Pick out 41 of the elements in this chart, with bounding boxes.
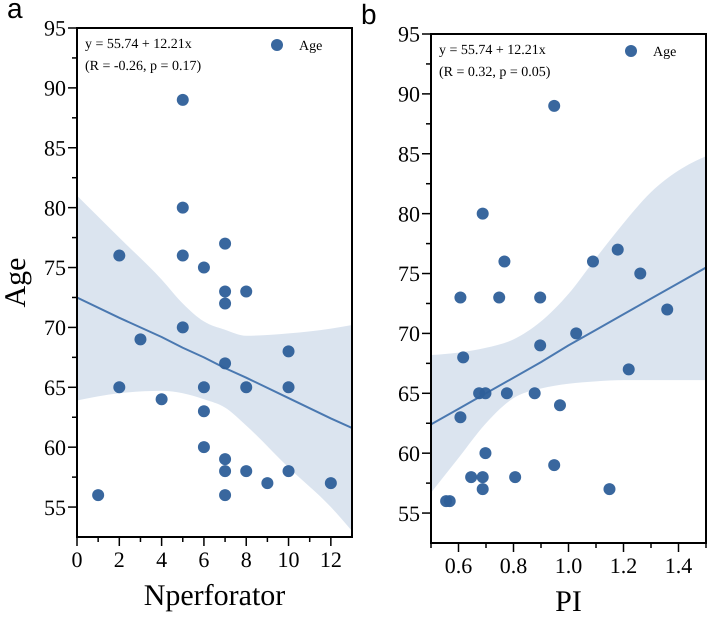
x-tick-label: 10 [278, 547, 300, 572]
x-tick-label: 8 [240, 547, 252, 572]
legend-label: Age [653, 45, 676, 60]
y-tick-label: 75 [398, 261, 420, 286]
chart-title: b [361, 0, 377, 30]
x-tick-label: 1.4 [664, 553, 692, 578]
x-tick-label: 12 [320, 547, 342, 572]
annotation: y = 55.74 + 12.21x [85, 37, 192, 52]
y-tick-label: 55 [44, 494, 66, 520]
y-tick-label: 70 [44, 315, 66, 340]
y-tick-label: 65 [44, 374, 66, 400]
annotation: (R = 0.32, p = 0.05) [439, 65, 551, 80]
y-axis-title: Age [0, 258, 32, 308]
y-tick-label: 55 [398, 500, 420, 526]
legend-label: Age [299, 39, 322, 54]
y-tick-label: 95 [44, 16, 66, 41]
y-tick-label: 60 [398, 440, 420, 466]
y-tick-label: 80 [398, 201, 420, 226]
x-tick-label: 0.8 [500, 553, 528, 578]
y-tick-label: 95 [398, 22, 420, 47]
y-tick-label: 90 [398, 82, 420, 107]
y-tick-label: 70 [398, 321, 420, 346]
y-tick-label: 85 [398, 141, 420, 166]
annotation: (R = -0.26, p = 0.17) [85, 59, 202, 74]
chart-title: a [7, 0, 23, 24]
y-tick-label: 90 [44, 76, 66, 101]
x-axis-title: Nperforator [144, 579, 286, 612]
x-tick-label: 2 [114, 547, 125, 572]
x-axis-title: PI [555, 585, 582, 617]
x-tick-label: 0.6 [444, 553, 472, 578]
y-tick-label: 65 [398, 380, 420, 406]
x-tick-label: 1.2 [610, 553, 638, 578]
x-tick-label: 0 [72, 547, 82, 572]
y-tick-label: 80 [44, 195, 66, 220]
annotation: y = 55.74 + 12.21x [439, 43, 546, 58]
y-tick-label: 60 [44, 434, 66, 460]
y-tick-label: 85 [44, 135, 66, 160]
x-tick-label: 6 [198, 547, 210, 572]
x-tick-label: 4 [156, 547, 168, 572]
x-tick-label: 1.0 [554, 553, 582, 578]
y-tick-label: 75 [44, 255, 66, 280]
